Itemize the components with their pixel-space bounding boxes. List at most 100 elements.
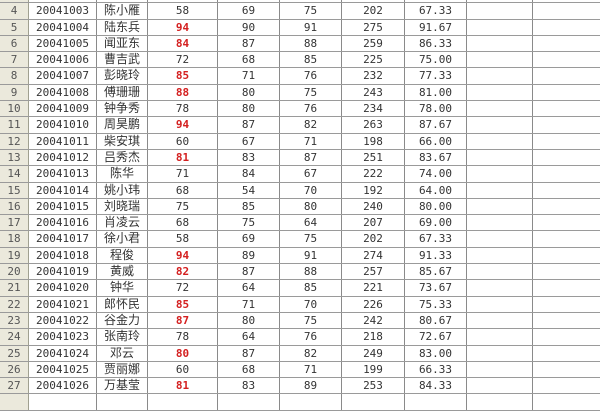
row-header[interactable]: 26 <box>0 361 29 378</box>
total-cell[interactable]: 221 <box>342 280 405 296</box>
average-cell[interactable]: 91.67 <box>405 19 467 35</box>
score2-cell[interactable]: 87 <box>218 345 280 361</box>
empty-cell[interactable] <box>467 101 533 117</box>
row-header[interactable]: 11 <box>0 117 29 133</box>
score1-cell[interactable]: 82 <box>148 264 218 280</box>
empty-cell[interactable] <box>533 150 600 165</box>
score3-cell[interactable]: 75 <box>280 3 342 19</box>
row-header[interactable]: 19 <box>0 247 29 264</box>
score1-cell[interactable]: 85 <box>148 68 218 84</box>
score3-cell[interactable]: 76 <box>280 329 342 345</box>
score2-cell[interactable]: 68 <box>218 361 280 378</box>
average-cell[interactable]: 75.33 <box>405 296 467 312</box>
score2-cell[interactable]: 87 <box>218 117 280 133</box>
row-header[interactable]: 17 <box>0 215 29 231</box>
total-cell[interactable]: 232 <box>342 68 405 84</box>
student-id-cell[interactable]: 20041007 <box>29 68 97 84</box>
score2-cell[interactable]: 67 <box>218 133 280 149</box>
score1-cell[interactable]: 94 <box>148 117 218 133</box>
row-header[interactable]: 22 <box>0 296 29 312</box>
empty-cell[interactable] <box>533 20 600 35</box>
score3-cell[interactable]: 75 <box>280 84 342 101</box>
student-id-cell[interactable]: 20041023 <box>29 329 97 345</box>
total-cell[interactable]: 225 <box>342 52 405 68</box>
total-cell[interactable]: 226 <box>342 296 405 312</box>
score2-cell[interactable]: 64 <box>218 329 280 345</box>
name-cell[interactable]: 陈华 <box>97 166 148 182</box>
name-cell[interactable]: 闻亚东 <box>97 35 148 52</box>
score3-cell[interactable]: 67 <box>280 166 342 182</box>
average-cell[interactable]: 74.00 <box>405 166 467 182</box>
name-cell[interactable]: 傅珊珊 <box>97 84 148 101</box>
row-header[interactable]: 24 <box>0 329 29 345</box>
student-id-cell[interactable]: 20041005 <box>29 35 97 52</box>
empty-cell[interactable] <box>533 3 600 18</box>
score2-cell[interactable]: 83 <box>218 149 280 166</box>
table-row[interactable]: 6 20041005 闻亚东 84 87 88 259 86.33 <box>0 35 600 53</box>
student-id-cell[interactable] <box>29 394 97 410</box>
score3-cell[interactable]: 76 <box>280 68 342 84</box>
student-id-cell[interactable]: 20041013 <box>29 166 97 182</box>
score3-cell[interactable]: 76 <box>280 101 342 117</box>
row-header[interactable]: 15 <box>0 182 29 198</box>
row-header[interactable]: 14 <box>0 166 29 182</box>
score3-cell[interactable]: 80 <box>280 198 342 215</box>
name-cell[interactable]: 陆东兵 <box>97 19 148 35</box>
table-row-partial-bottom[interactable] <box>0 394 600 411</box>
average-cell[interactable]: 86.33 <box>405 35 467 52</box>
student-id-cell[interactable]: 20041026 <box>29 378 97 394</box>
score2-cell[interactable]: 71 <box>218 296 280 312</box>
name-cell[interactable]: 徐小君 <box>97 231 148 247</box>
score2-cell[interactable]: 69 <box>218 231 280 247</box>
score1-cell[interactable]: 87 <box>148 312 218 329</box>
table-row[interactable]: 23 20041022 谷金力 87 80 75 242 80.67 <box>0 312 600 330</box>
student-id-cell[interactable]: 20041014 <box>29 182 97 198</box>
empty-cell[interactable] <box>533 280 600 295</box>
score3-cell[interactable]: 89 <box>280 378 342 394</box>
student-id-cell[interactable]: 20041017 <box>29 231 97 247</box>
name-cell[interactable]: 周昊鹏 <box>97 117 148 133</box>
table-row[interactable]: 11 20041010 周昊鹏 94 87 82 263 87.67 <box>0 117 600 134</box>
average-cell[interactable]: 64.00 <box>405 182 467 198</box>
table-row[interactable]: 18 20041017 徐小君 58 69 75 202 67.33 <box>0 231 600 248</box>
score1-cell[interactable]: 71 <box>148 166 218 182</box>
cell[interactable] <box>218 0 280 3</box>
empty-cell[interactable] <box>467 149 533 166</box>
average-cell[interactable]: 85.67 <box>405 264 467 280</box>
total-cell[interactable]: 198 <box>342 133 405 149</box>
name-cell[interactable]: 曹吉武 <box>97 52 148 68</box>
score3-cell[interactable]: 64 <box>280 215 342 231</box>
name-cell[interactable]: 邓云 <box>97 345 148 361</box>
table-row[interactable]: 25 20041024 邓云 80 87 82 249 83.00 <box>0 345 600 362</box>
row-header[interactable] <box>0 0 29 3</box>
row-header[interactable]: 8 <box>0 68 29 84</box>
score2-cell[interactable]: 68 <box>218 52 280 68</box>
empty-cell[interactable] <box>533 85 600 100</box>
student-id-cell[interactable]: 20041008 <box>29 84 97 101</box>
row-header[interactable]: 27 <box>0 378 29 394</box>
score3-cell[interactable]: 71 <box>280 361 342 378</box>
total-cell[interactable]: 249 <box>342 345 405 361</box>
average-cell[interactable]: 69.00 <box>405 215 467 231</box>
total-cell[interactable]: 240 <box>342 198 405 215</box>
score2-cell[interactable] <box>218 394 280 410</box>
empty-cell[interactable] <box>467 394 533 410</box>
empty-cell[interactable] <box>467 264 533 280</box>
empty-cell[interactable] <box>533 117 600 132</box>
empty-cell[interactable] <box>533 313 600 328</box>
name-cell[interactable]: 陈小雁 <box>97 3 148 19</box>
student-id-cell[interactable]: 20041018 <box>29 247 97 264</box>
empty-cell[interactable] <box>467 3 533 19</box>
student-id-cell[interactable]: 20041004 <box>29 19 97 35</box>
average-cell[interactable]: 73.67 <box>405 280 467 296</box>
name-cell[interactable]: 钟华 <box>97 280 148 296</box>
score1-cell[interactable]: 72 <box>148 52 218 68</box>
student-id-cell[interactable]: 20041003 <box>29 3 97 19</box>
cell[interactable] <box>97 0 148 3</box>
row-header[interactable]: 25 <box>0 345 29 361</box>
score2-cell[interactable]: 71 <box>218 68 280 84</box>
row-header[interactable]: 5 <box>0 19 29 35</box>
table-row[interactable]: 22 20041021 郎怀民 85 71 70 226 75.33 <box>0 296 600 313</box>
table-row[interactable]: 20 20041019 黄威 82 87 88 257 85.67 <box>0 264 600 281</box>
row-header[interactable]: 10 <box>0 101 29 117</box>
